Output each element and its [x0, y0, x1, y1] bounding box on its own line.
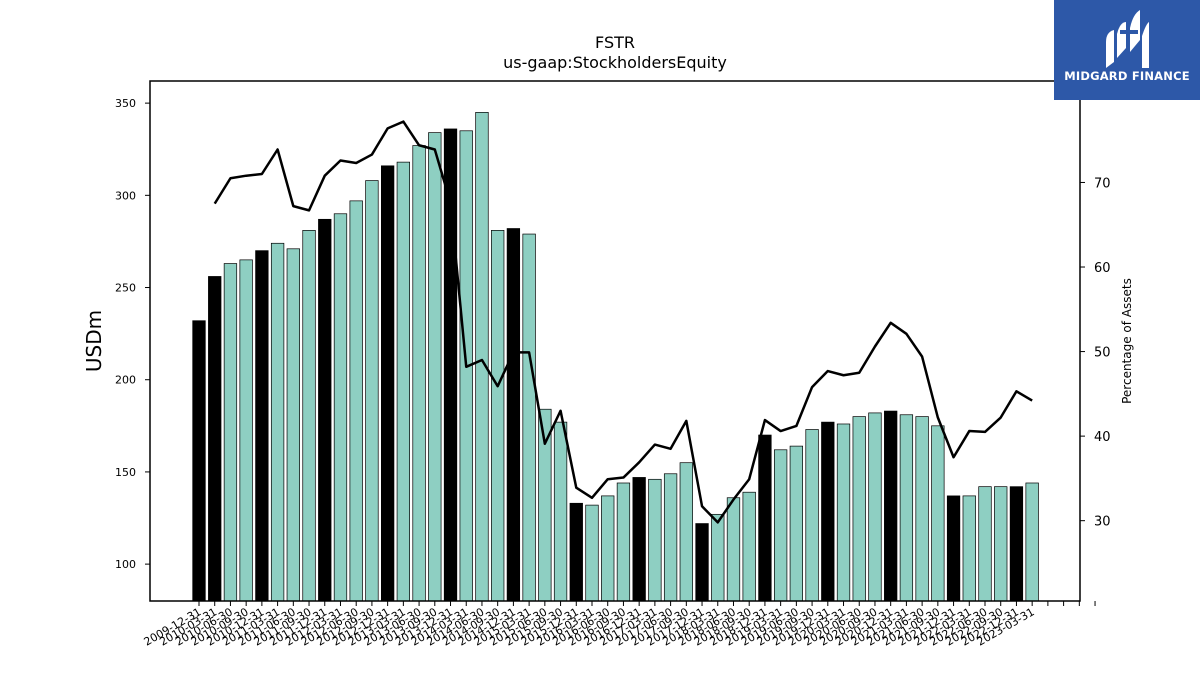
bar	[868, 412, 882, 602]
bar	[805, 429, 819, 602]
bar	[349, 200, 363, 602]
y2-tick-label: 40	[1094, 430, 1111, 445]
bar	[192, 320, 206, 602]
bar	[412, 145, 426, 602]
bar	[569, 502, 583, 602]
bar	[286, 248, 300, 602]
bar	[1009, 486, 1024, 602]
bar	[852, 416, 866, 602]
y2-tick-label: 30	[1094, 515, 1111, 530]
bar	[239, 259, 253, 602]
bar	[899, 414, 914, 602]
bar	[318, 218, 332, 602]
bar	[978, 486, 992, 602]
y-tick-label: 300	[115, 189, 136, 202]
bar	[711, 513, 725, 602]
line-layer	[213, 120, 1033, 524]
bar	[663, 473, 678, 602]
bar	[695, 523, 709, 602]
bar	[758, 434, 772, 602]
percentage-of-assets-line	[213, 120, 1033, 524]
bar	[208, 276, 222, 602]
y-tick-label: 250	[115, 282, 136, 295]
bar	[333, 213, 348, 602]
y2-tick-label: 60	[1094, 261, 1111, 276]
bar	[742, 491, 756, 602]
y2-axis-label: Percentage of Assets	[1120, 278, 1134, 404]
bar	[506, 228, 521, 602]
bar	[962, 495, 976, 602]
bar	[616, 482, 631, 602]
bar	[632, 477, 646, 602]
bar	[601, 495, 615, 602]
y-axis-label: USDm	[82, 310, 106, 372]
bar	[255, 250, 269, 602]
bar	[994, 486, 1008, 602]
y-tick-label: 200	[115, 374, 136, 387]
bar	[365, 180, 379, 602]
bar	[428, 132, 442, 602]
chart-subtitle: us-gaap:StockholdersEquity	[503, 53, 727, 72]
bar	[648, 478, 662, 602]
bar	[223, 263, 238, 602]
bar	[475, 111, 489, 602]
bar	[585, 504, 599, 602]
bar	[773, 449, 788, 602]
y2-tick-label: 50	[1094, 346, 1111, 361]
bar	[302, 230, 316, 602]
bar	[1025, 482, 1039, 602]
bar	[553, 421, 568, 602]
midgard-logo-icon	[1106, 10, 1149, 68]
bar	[884, 410, 898, 602]
bar	[396, 161, 411, 602]
bar	[270, 242, 285, 602]
y-tick-label: 150	[115, 466, 136, 479]
bar	[821, 421, 835, 602]
plot-frame	[149, 80, 1081, 602]
midgard-finance-logo: MIDGARD FINANCE	[1054, 0, 1200, 100]
bar	[789, 445, 804, 602]
bar	[679, 462, 693, 602]
bar	[522, 233, 536, 602]
chart-title: FSTR	[595, 33, 635, 52]
y-tick-label: 350	[115, 97, 136, 110]
bar	[491, 230, 505, 602]
y2-tick-label: 70	[1094, 176, 1111, 191]
bar	[726, 497, 741, 602]
logo-text: MIDGARD FINANCE	[1064, 69, 1190, 83]
bar	[836, 423, 851, 602]
bar	[381, 165, 395, 602]
bar	[946, 495, 961, 602]
bar	[915, 416, 929, 602]
y-tick-label: 100	[115, 558, 136, 571]
bar	[931, 425, 945, 602]
